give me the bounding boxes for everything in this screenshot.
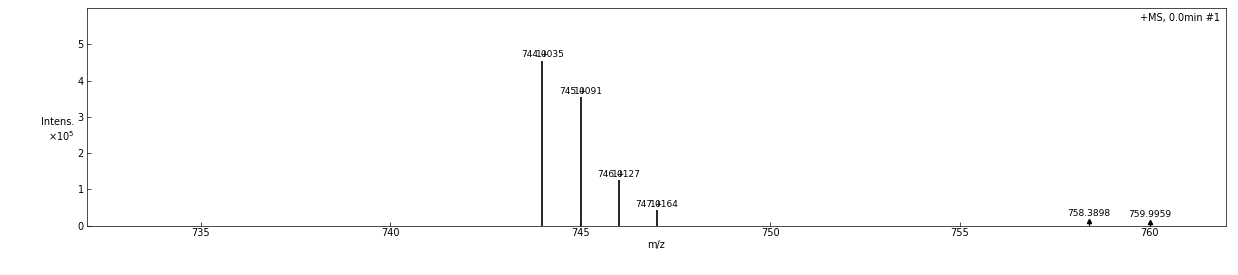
Text: 1+: 1+ xyxy=(612,170,625,179)
Y-axis label: Intens.
$\times$10$^{5}$: Intens. $\times$10$^{5}$ xyxy=(42,117,74,143)
Text: 759.9959: 759.9959 xyxy=(1128,210,1171,219)
Text: 745.0091: 745.0091 xyxy=(560,76,602,95)
Text: 1+: 1+ xyxy=(574,87,587,95)
Text: 746.0127: 746.0127 xyxy=(597,160,640,179)
Text: +MS, 0.0min #1: +MS, 0.0min #1 xyxy=(1140,13,1219,23)
X-axis label: m/z: m/z xyxy=(647,240,665,250)
Text: 744.0035: 744.0035 xyxy=(521,40,563,59)
Text: 1+: 1+ xyxy=(536,50,548,59)
Text: 1+: 1+ xyxy=(650,200,664,209)
Text: 747.0164: 747.0164 xyxy=(635,189,678,209)
Text: 758.3898: 758.3898 xyxy=(1067,209,1110,218)
